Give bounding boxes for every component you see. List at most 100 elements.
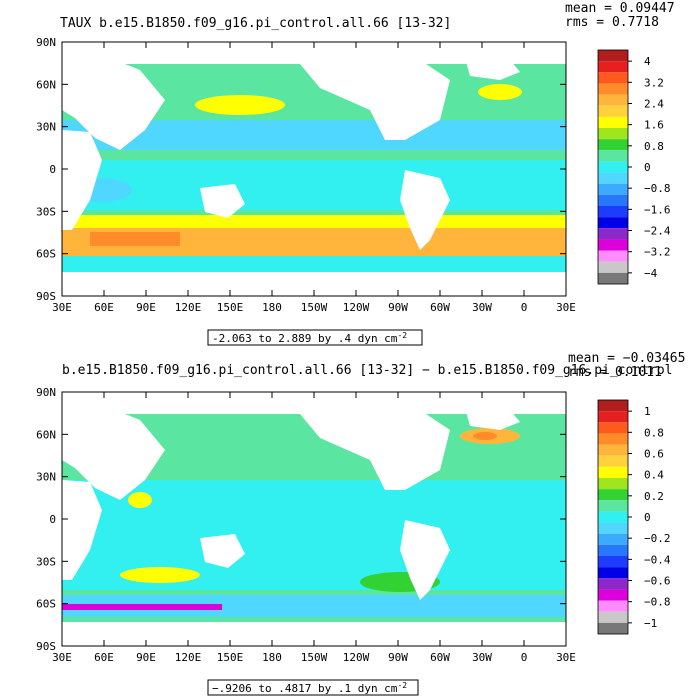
panel-1-colorbar-swatch — [598, 228, 628, 240]
panel-1-colorbar-label: 4 — [644, 55, 651, 68]
panel-2-x-tick-label: 30E — [556, 651, 576, 664]
panel-1-npac-max — [195, 95, 285, 115]
panel-1-colorbar-swatch — [598, 94, 628, 106]
panel-1-x-tick-label: 30E — [52, 301, 72, 314]
panel-2-x-tick-label: 150E — [217, 651, 244, 664]
panel-2-colorbar-swatch — [598, 455, 628, 467]
panel-1-natl-max — [478, 84, 522, 100]
panel-1-colorbar-label: −0.8 — [644, 182, 671, 195]
panel-1-colorbar-label: 3.2 — [644, 76, 664, 89]
panel-2-north-america — [300, 408, 450, 490]
panel-1-y-tick-label: 30S — [36, 205, 56, 218]
panel-1-mean: mean = 0.09447 — [565, 1, 675, 16]
panel-1-colorbar-swatch — [598, 72, 628, 84]
panel-1-colorbar-swatch — [598, 116, 628, 128]
panel-2-range-text: −.9206 to .4817 by .1 dyn cm-2 — [212, 681, 407, 695]
panel-1-colorbar-swatch — [598, 217, 628, 229]
panel-2-x-tick-label: 30E — [52, 651, 72, 664]
panel-1-westerly-core — [90, 232, 180, 246]
panel-2-colorbar-label: −0.6 — [644, 575, 671, 588]
panel-1-colorbar-swatch — [598, 206, 628, 218]
panel-2-y-ticks: 90N 60N 30N 0 30S 60S 90S — [36, 386, 566, 653]
panel-1-colorbar-swatch — [598, 128, 628, 140]
panel-1-range-box — [207, 329, 423, 346]
panel-1-y-tick-label: 60N — [36, 78, 56, 91]
panel-1-y-tick-label: 90N — [36, 36, 56, 49]
panel-2-colorbar-swatch — [598, 556, 628, 568]
panel-2-colorbar-swatch — [598, 533, 628, 545]
panel-1-x-tick-label: 60E — [94, 301, 114, 314]
panel-1-x-tick-label: 90W — [388, 301, 408, 314]
panel-2-y-tick-label: 30S — [36, 555, 56, 568]
panel-1-colorbar-swatch — [598, 239, 628, 251]
panel-1-greenland — [465, 58, 520, 80]
panel-2-colorbar-swatch — [598, 578, 628, 590]
panel-2-south-min — [62, 604, 222, 610]
panel-2-y-tick-label: 90S — [36, 640, 56, 653]
panel-2-colorbar-swatch — [598, 466, 628, 478]
panel-2-colorbar-label: −0.4 — [644, 553, 671, 566]
panel-1-x-tick-label: 120E — [175, 301, 202, 314]
panel-1-y-tick-label: 90S — [36, 290, 56, 303]
panel-2-africa — [62, 480, 102, 580]
panel-2-frame: 30E 60E 90E 120E 150E 180 150W 120W 90W 60W 30W 0 30… — [36, 386, 576, 664]
panel-1-colorbar-label: −2.4 — [644, 225, 671, 238]
panel-2-colorbar-swatch — [598, 511, 628, 523]
panel-1-range-text: -2.063 to 2.889 by .4 dyn cm-2 — [212, 331, 407, 345]
panel-1-rms: rms = 0.7718 — [565, 15, 659, 30]
panel-2-x-ticks: 30E 60E 90E 120E 150E 180 150W 120W 90W 60W 30W 0 30… — [52, 392, 576, 664]
panel-1-colorbar-label: 2.4 — [644, 97, 664, 110]
panel-1-x-tick-label: 30W — [472, 301, 492, 314]
panel-1-colorbar-label: −3.2 — [644, 246, 671, 259]
panel-2-greenland — [465, 408, 520, 430]
panel-2-colorbar-label: 0.8 — [644, 426, 664, 439]
panel-2-southern-band — [62, 595, 566, 617]
panel-1-x-tick-label: 30E — [556, 301, 576, 314]
panel-2-trop-max — [128, 492, 152, 508]
panel-1-y-ticks: 90N 60N 30N 0 30S 60S 90S — [36, 36, 566, 303]
panel-2-y-tick-label: 30N — [36, 471, 56, 484]
panel-2-x-tick-label: 60E — [94, 651, 114, 664]
panel-1-polar-band — [62, 256, 566, 272]
panel-1-eurasia-africa — [62, 58, 165, 150]
panel-2-x-tick-label: 120W — [343, 651, 370, 664]
panel-2-rms: rms = 0.1011 — [568, 365, 662, 380]
panel-2-x-tick-label: 180 — [262, 651, 282, 664]
panel-2-x-tick-label: 30W — [472, 651, 492, 664]
panel-2-mean: mean = −0.03465 — [568, 351, 685, 366]
panel-1-y-tick-label: 60S — [36, 248, 56, 261]
panel-2-colorbar-swatch — [598, 422, 628, 434]
panel-1-y-tick-label: 0 — [49, 163, 56, 176]
panel-2-colorbar-label: −0.2 — [644, 532, 671, 545]
panel-2-colorbar-swatch — [598, 400, 628, 412]
panel-1-x-tick-label: 60W — [430, 301, 450, 314]
panel-1-colorbar-swatch — [598, 150, 628, 162]
panel-2-colorbar-swatch — [598, 478, 628, 490]
panel-1-x-tick-label: 180 — [262, 301, 282, 314]
panel-1-x-tick-label: 150E — [217, 301, 244, 314]
panel-1-x-tick-label: 90E — [136, 301, 156, 314]
panel-1-tropical-band — [62, 160, 566, 210]
panel-1-x-ticks: 30E 60E 90E 120E 150E 180 150W 120W 90W 60W 30W 0 30… — [52, 42, 576, 314]
panel-2-colorbar-swatch — [598, 600, 628, 612]
panel-2-x-tick-label: 120E — [175, 651, 202, 664]
panel-1-africa — [62, 130, 102, 230]
panel-1-colorbar-swatch — [598, 161, 628, 173]
panel-1-colorbar-swatch — [598, 83, 628, 95]
panel-1-colorbar-label: 1.6 — [644, 119, 664, 132]
panel-2-colorbar-label: −0.8 — [644, 596, 671, 609]
panel-2-x-tick-label: 150W — [301, 651, 328, 664]
panel-2-x-tick-label: 60W — [430, 651, 450, 664]
panel-2-colorbar-label: 1 — [644, 405, 651, 418]
panel-2-svg: b.e15.B1850.f09_g16.pi_control.all.66 [1… — [36, 351, 685, 696]
panel-2-colorbar-swatch — [598, 622, 628, 634]
panel-1-title: TAUX b.e15.B1850.f09_g16.pi_control.all.… — [60, 16, 451, 31]
panel-2-y-tick-label: 0 — [49, 513, 56, 526]
panel-2-x-tick-label: 90W — [388, 651, 408, 664]
panel-1-colorbar-swatch — [598, 61, 628, 73]
panel-2-colorbar-label: 0.4 — [644, 469, 664, 482]
panel-1-australia — [200, 184, 245, 218]
panel-2-colorbar-label: 0.6 — [644, 447, 664, 460]
panel-2-eurasia-africa — [62, 408, 165, 500]
panel-1-colorbar-swatch — [598, 105, 628, 117]
